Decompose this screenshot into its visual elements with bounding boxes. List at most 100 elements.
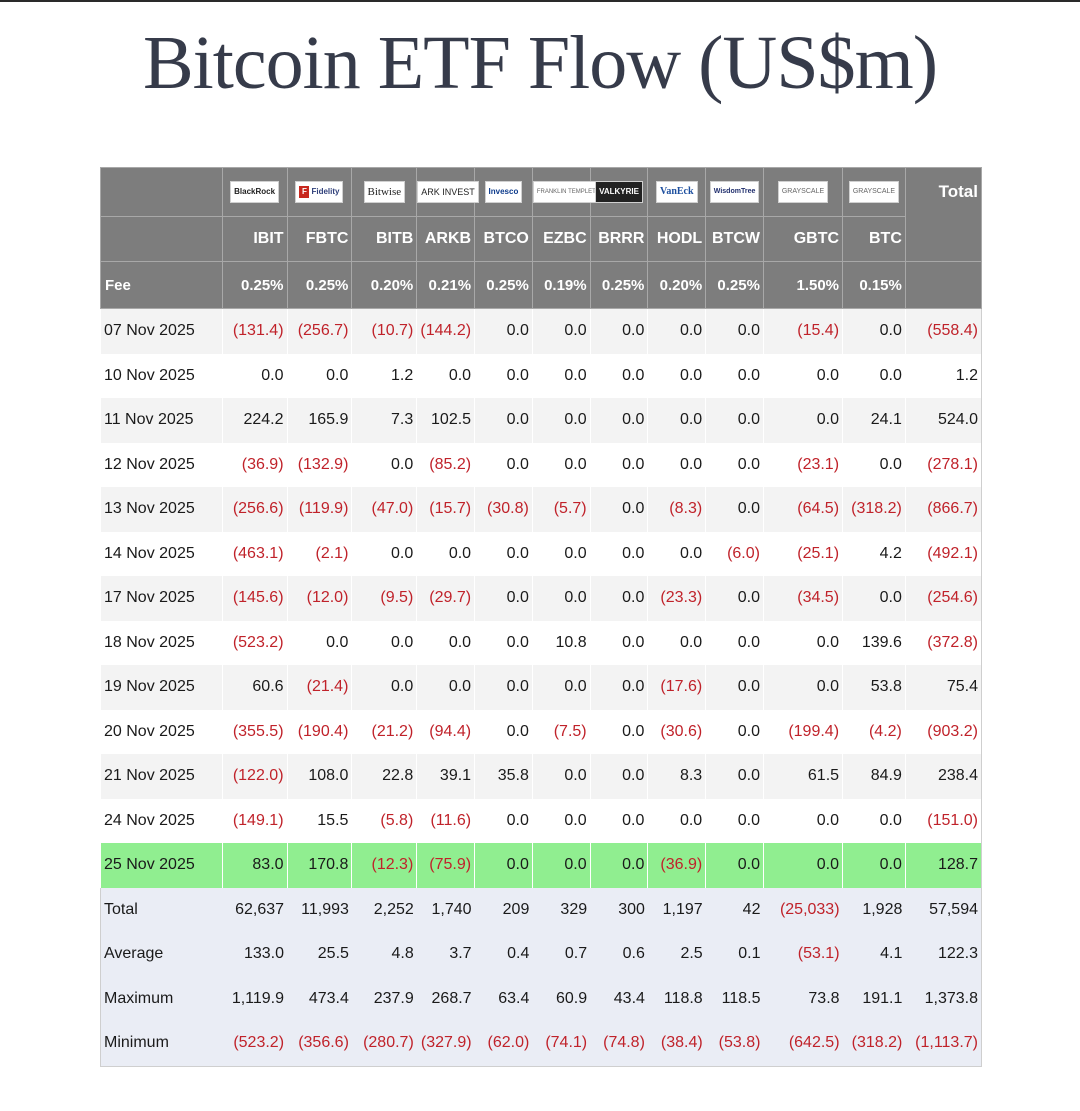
fee-ibit: 0.25% [221,261,288,309]
flow-cell: (4.2) [842,709,906,754]
flow-cell: 0.0 [474,308,533,354]
flow-cell: 0.0 [474,442,533,487]
flow-cell: (94.4) [416,709,475,754]
fee-gbtc: 1.50% [762,261,844,309]
flow-cell: 108.0 [286,754,352,799]
fee-total-empty [904,261,983,309]
flow-cell: 0.0 [589,754,648,799]
fee-btco: 0.25% [474,261,533,309]
summary-cell: 57,594 [905,887,982,932]
flow-cell: 0.0 [705,620,764,665]
flow-cell: (30.6) [647,709,706,754]
flow-cell: 0.0 [474,620,533,665]
flow-cell: 0.0 [286,620,352,665]
summary-cell: 73.8 [763,976,843,1021]
ticker-btcw: BTCW [705,216,764,262]
issuer-logo-cell: F Fidelity [286,167,353,217]
flow-cell: 8.3 [647,754,706,799]
flow-cell: (21.2) [351,709,417,754]
flow-cell: 0.0 [705,442,764,487]
issuer-logo-cell: VALKYRIE [589,167,649,217]
flow-cell: (23.1) [762,442,843,487]
summary-rows: Total 62,637 11,993 2,252 1,740 209 329 300 1,19… [100,887,982,1066]
table-row: 25 Nov 2025 83.0 170.8 (12.3) (75.9) 0.0 0.0 0.… [100,843,982,888]
row-date: 12 Nov 2025 [100,442,223,487]
flow-cell: (318.2) [842,487,906,532]
summary-cell: 122.3 [905,932,982,977]
issuer-logo-cell: WisdomTree [705,167,764,217]
row-total-cell: (254.6) [904,576,982,621]
issuer-logo-cell: GRAYSCALE [842,167,906,217]
flow-cell: (15.4) [762,308,843,354]
flow-cell: (7.5) [531,709,591,754]
flow-cell: (17.6) [647,665,706,710]
flow-cell: 53.8 [842,665,906,710]
summary-label: Total [100,887,223,932]
flow-cell: 0.0 [589,353,648,398]
flow-cell: (149.1) [221,798,288,843]
ticker-ibit: IBIT [221,216,288,262]
ticker-gbtc: GBTC [762,216,844,262]
flow-cell: 0.0 [762,843,843,888]
summary-cell: 0.6 [590,932,648,977]
summary-cell: (642.5) [763,1021,843,1066]
flow-cell: (6.0) [705,531,764,576]
summary-cell: 1,928 [842,887,906,932]
table-row: 17 Nov 2025 (145.6) (12.0) (9.5) (29.7) 0.0 0.… [100,576,982,621]
flow-rows: 07 Nov 2025 (131.4) (256.7) (10.7) (144.2) 0.… [100,308,982,888]
issuer-logo-cell: ARK INVEST [416,167,479,217]
table-row: 14 Nov 2025 (463.1) (2.1) 0.0 0.0 0.0 0.0 0.0 0.… [100,531,982,576]
flow-cell: 0.0 [531,442,591,487]
ticker-btc: BTC [842,216,906,262]
flow-cell: 0.0 [589,576,648,621]
row-date: 14 Nov 2025 [100,531,223,576]
flow-cell: (11.6) [416,798,475,843]
flow-cell: 0.0 [351,620,417,665]
summary-cell: 268.7 [416,976,475,1021]
flow-cell: 0.0 [416,531,475,576]
flow-cell: (36.9) [221,442,288,487]
table-row: 20 Nov 2025 (355.5) (190.4) (21.2) (94.4) 0.0… [100,709,982,754]
flow-cell: 0.0 [705,576,764,621]
flow-cell: 0.0 [705,487,764,532]
ark-logo: ARK INVEST [417,181,479,203]
ticker-ezbc: EZBC [531,216,591,262]
flow-cell: 60.6 [221,665,288,710]
summary-label: Minimum [100,1021,223,1066]
flow-cell: (34.5) [762,576,843,621]
grayscale-logo: GRAYSCALE [777,181,829,203]
ticker-bitb: BITB [351,216,418,262]
flow-cell: 1.2 [351,353,417,398]
summary-cell: 329 [532,887,591,932]
ticker-hodl: HODL [647,216,707,262]
flow-cell: 0.0 [416,665,475,710]
summary-row: Maximum 1,119.9 473.4 237.9 268.7 63.4 60.9 43.… [100,976,982,1021]
flow-cell: 0.0 [842,576,906,621]
flow-cell: 0.0 [705,754,764,799]
summary-cell: (74.1) [532,1021,591,1066]
flow-cell: 0.0 [589,843,648,888]
fee-bitb: 0.20% [351,261,418,309]
flow-cell: 0.0 [589,798,648,843]
summary-cell: 473.4 [287,976,352,1021]
summary-cell: (74.8) [590,1021,648,1066]
issuer-logo-cell: BlackRock [221,167,288,217]
flow-cell: 0.0 [647,398,706,443]
summary-cell: 62,637 [222,887,288,932]
flow-cell: 0.0 [351,665,417,710]
flow-cell: 0.0 [531,531,591,576]
flow-cell: 0.0 [705,308,764,354]
flow-cell: 0.0 [762,798,843,843]
row-total-cell: 75.4 [904,665,982,710]
summary-cell: 1,119.9 [222,976,288,1021]
flow-cell: 35.8 [474,754,533,799]
flow-cell: 0.0 [762,353,843,398]
flow-cell: 0.0 [531,754,591,799]
flow-cell: 61.5 [762,754,843,799]
flow-cell: 0.0 [286,353,352,398]
flow-cell: (47.0) [351,487,417,532]
flow-cell: 0.0 [589,620,648,665]
issuer-logo-cell: Invesco [474,167,533,217]
flow-cell: 0.0 [705,398,764,443]
flow-cell: (29.7) [416,576,475,621]
